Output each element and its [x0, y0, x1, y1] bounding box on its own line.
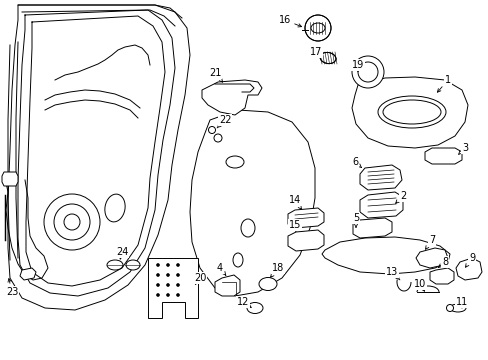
Ellipse shape: [310, 23, 325, 33]
Text: 20: 20: [193, 273, 206, 284]
Text: 8: 8: [438, 257, 447, 267]
Ellipse shape: [232, 253, 243, 267]
Text: 16: 16: [278, 15, 301, 27]
Circle shape: [176, 274, 179, 276]
Polygon shape: [359, 165, 401, 190]
Text: 10: 10: [413, 279, 425, 291]
Text: 11: 11: [455, 297, 467, 308]
Polygon shape: [2, 172, 18, 186]
Ellipse shape: [107, 260, 123, 270]
Circle shape: [208, 126, 215, 134]
Ellipse shape: [246, 302, 263, 314]
Text: 12: 12: [236, 297, 251, 307]
Text: 9: 9: [465, 253, 474, 267]
Circle shape: [166, 264, 169, 266]
Text: 14: 14: [288, 195, 301, 209]
Text: 22: 22: [217, 115, 231, 128]
Polygon shape: [424, 148, 461, 164]
Ellipse shape: [259, 278, 276, 291]
Polygon shape: [8, 5, 190, 310]
Circle shape: [156, 264, 159, 266]
Circle shape: [156, 293, 159, 297]
Circle shape: [305, 15, 330, 41]
Polygon shape: [20, 268, 36, 280]
Text: 7: 7: [425, 235, 434, 249]
Polygon shape: [415, 248, 447, 268]
Circle shape: [176, 284, 179, 287]
Circle shape: [357, 62, 377, 82]
Ellipse shape: [241, 219, 254, 237]
Circle shape: [214, 134, 222, 142]
Circle shape: [64, 214, 80, 230]
Text: 24: 24: [116, 247, 128, 259]
Text: 13: 13: [385, 267, 399, 280]
Ellipse shape: [104, 194, 125, 222]
Ellipse shape: [449, 304, 465, 312]
Ellipse shape: [126, 260, 140, 270]
Text: 18: 18: [270, 263, 284, 277]
Text: 2: 2: [395, 191, 406, 203]
Circle shape: [156, 274, 159, 276]
Ellipse shape: [382, 100, 440, 124]
Circle shape: [176, 264, 179, 266]
Polygon shape: [351, 77, 467, 148]
Circle shape: [166, 293, 169, 297]
Ellipse shape: [225, 156, 244, 168]
Polygon shape: [455, 258, 481, 280]
Text: 3: 3: [458, 143, 467, 154]
Text: 1: 1: [437, 75, 450, 92]
Polygon shape: [287, 230, 324, 251]
Polygon shape: [202, 80, 262, 115]
Polygon shape: [359, 192, 402, 218]
Polygon shape: [321, 237, 449, 274]
Polygon shape: [287, 208, 324, 228]
Text: 6: 6: [351, 157, 361, 167]
Text: 15: 15: [288, 220, 301, 231]
Polygon shape: [429, 268, 453, 284]
Polygon shape: [352, 218, 391, 238]
Circle shape: [156, 284, 159, 287]
Ellipse shape: [320, 53, 335, 64]
Text: 19: 19: [351, 60, 364, 71]
Text: 5: 5: [352, 213, 358, 227]
Circle shape: [176, 293, 179, 297]
Circle shape: [351, 56, 383, 88]
Polygon shape: [190, 110, 314, 296]
Circle shape: [54, 204, 90, 240]
Ellipse shape: [377, 96, 445, 128]
Text: 21: 21: [208, 68, 222, 82]
Circle shape: [166, 274, 169, 276]
Text: 17: 17: [309, 47, 322, 57]
Polygon shape: [148, 258, 198, 318]
Circle shape: [446, 305, 452, 311]
Text: 23: 23: [6, 279, 18, 297]
Polygon shape: [215, 275, 240, 296]
Circle shape: [44, 194, 100, 250]
Text: 4: 4: [217, 263, 225, 275]
Circle shape: [166, 284, 169, 287]
